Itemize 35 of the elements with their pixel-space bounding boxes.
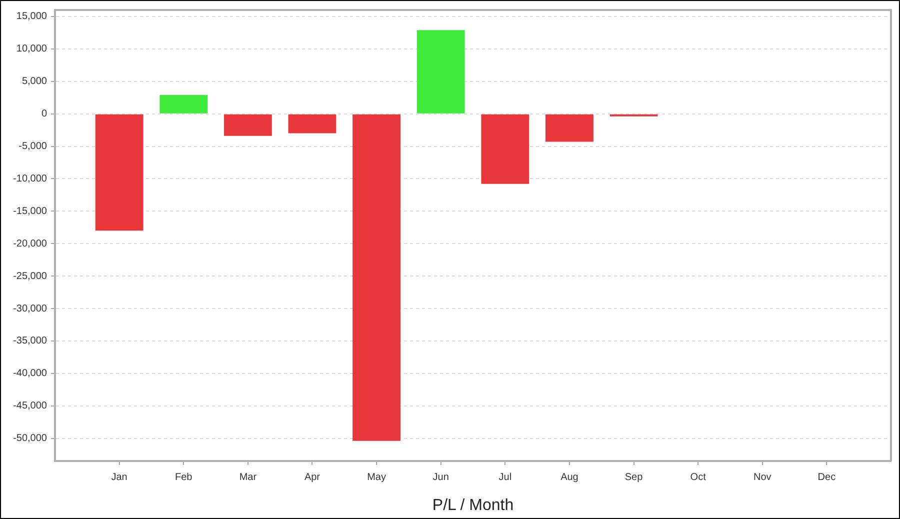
y-tick-label: -15,000 (13, 206, 48, 217)
y-tick-label: -40,000 (13, 368, 48, 380)
y-tick-label: 10,000 (16, 44, 48, 55)
y-tick-label: -5,000 (18, 141, 48, 152)
y-tick-label: -50,000 (13, 433, 48, 444)
x-tick-label: Jun (432, 472, 449, 483)
x-tick-label: Sep (624, 472, 644, 483)
bar (95, 114, 144, 231)
x-axis-title: P/L / Month (432, 496, 514, 514)
y-tick-label: 15,000 (16, 11, 48, 22)
x-tick-label: Aug (560, 472, 578, 483)
x-tick-label: Oct (690, 472, 706, 483)
bar (224, 114, 272, 136)
y-tick-label: -35,000 (13, 336, 48, 347)
x-tick-label: Mar (239, 472, 258, 483)
x-tick-label: Apr (304, 472, 321, 483)
x-tick-label: Dec (818, 472, 836, 483)
y-tick-label: -20,000 (13, 238, 48, 250)
bar (416, 30, 465, 114)
y-tick-label: -30,000 (13, 303, 48, 314)
bar (160, 95, 208, 114)
x-tick-label: Jul (498, 472, 512, 483)
bar (352, 114, 400, 441)
bar (546, 114, 594, 142)
y-tick-label: -25,000 (13, 270, 48, 282)
y-tick-label: -10,000 (13, 173, 48, 184)
x-tick-label: May (367, 472, 386, 483)
y-tick-label: 0 (41, 108, 48, 120)
x-tick-label: Feb (175, 472, 193, 483)
x-tick-label: Jan (111, 472, 128, 483)
y-tick-label: -45,000 (13, 400, 48, 412)
y-tick-label: 5,000 (22, 76, 48, 88)
x-tick-label: Nov (753, 472, 772, 483)
bar (481, 114, 530, 184)
bar (288, 114, 336, 134)
